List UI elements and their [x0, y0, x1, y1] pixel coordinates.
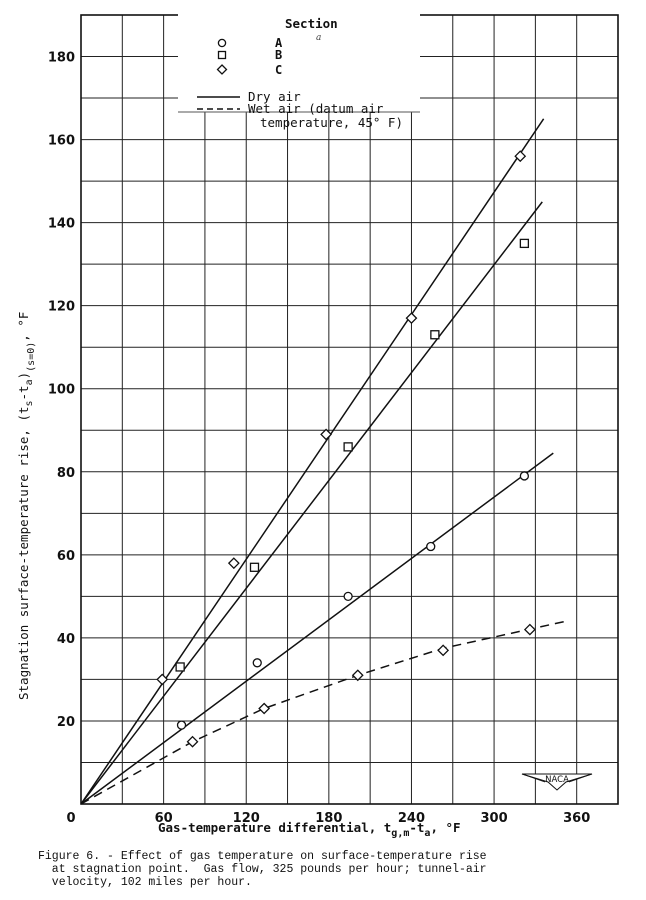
square-marker-icon: [217, 50, 227, 60]
legend-label-a: A: [275, 36, 283, 50]
circle-marker: [176, 720, 187, 730]
legend-wet-air-2: temperature, 45° F): [260, 115, 403, 130]
circle-marker: [519, 471, 530, 481]
diamond-marker: [405, 312, 418, 325]
dry-air-fit-line: [80, 118, 545, 805]
y-tick-label: 20: [57, 715, 75, 730]
diamond-marker: [320, 428, 333, 441]
square-marker: [249, 562, 260, 572]
circle-marker-icon: [217, 38, 227, 48]
x-axis-title: Gas-temperature differential, tg,m-ta, °…: [158, 820, 461, 839]
x-tick-label: 0: [66, 811, 75, 826]
y-tick-label: 180: [48, 51, 75, 66]
square-marker: [430, 330, 440, 340]
diamond-marker-icon: [216, 64, 228, 75]
y-tick-label: 160: [48, 134, 75, 149]
data-markers: [156, 150, 536, 748]
naca-logo: NACA: [521, 773, 593, 791]
x-tick-label: 300: [481, 811, 508, 826]
x-tick-label: 240: [398, 811, 425, 826]
y-tick-label: 60: [57, 549, 75, 564]
legend-dry-air: Dry air: [248, 89, 301, 104]
naca-logo-text: NACA: [545, 775, 569, 785]
chart: 0 60 120 180 240 300 360 20 40 60 80 100 120 140 160 18…: [16, 14, 619, 839]
legend-label-c: C: [275, 63, 282, 77]
diamond-marker: [186, 735, 199, 748]
x-tick-label: 120: [233, 811, 260, 826]
diamond-marker: [523, 623, 536, 636]
x-tick-label: 60: [155, 811, 173, 826]
grid-lines: [81, 15, 618, 804]
y-tick-label: 100: [48, 383, 75, 398]
diamond-marker: [437, 644, 450, 657]
diamond-marker: [258, 702, 271, 715]
dry-air-fit-line: [80, 201, 543, 805]
legend: Section A B C Dry air Wet air (datum air…: [178, 14, 420, 130]
y-tick-label: 80: [57, 466, 75, 481]
legend-section-title: Section: [285, 16, 338, 31]
caption-line-1: Figure 6. - Effect of gas temperature on…: [38, 850, 487, 863]
y-tick-label: 120: [48, 300, 75, 315]
square-marker: [343, 442, 353, 452]
wet-air-fit-line: [80, 620, 566, 805]
caption-line-2: at stagnation point. Gas flow, 325 pound…: [38, 863, 487, 876]
legend-wet-air-1: Wet air (datum air: [248, 101, 384, 116]
circle-marker: [426, 541, 436, 552]
diamond-marker: [351, 669, 364, 682]
square-marker: [519, 238, 530, 249]
diamond-marker: [514, 150, 527, 163]
diamond-marker: [227, 557, 240, 570]
y-axis-title: Stagnation surface-temperature rise, (ts…: [16, 312, 37, 700]
square-marker: [175, 662, 185, 672]
figure-caption: Figure 6. - Effect of gas temperature on…: [38, 850, 638, 889]
y-tick-label: 140: [48, 217, 75, 232]
dry-air-fit-line: [80, 452, 554, 805]
circle-marker: [252, 658, 262, 668]
x-tick-label: 180: [315, 811, 342, 826]
legend-label-b: B: [275, 48, 282, 62]
stray-mark: a: [316, 33, 321, 43]
caption-line-3: velocity, 102 miles per hour.: [38, 876, 252, 889]
x-tick-label: 360: [563, 811, 590, 826]
diamond-marker: [156, 673, 169, 686]
y-tick-label: 40: [57, 632, 75, 647]
axis-tick-labels: 0 60 120 180 240 300 360 20 40 60 80 100 120 140 160 18…: [48, 51, 590, 826]
circle-marker: [343, 591, 353, 602]
fit-lines: [80, 118, 566, 805]
